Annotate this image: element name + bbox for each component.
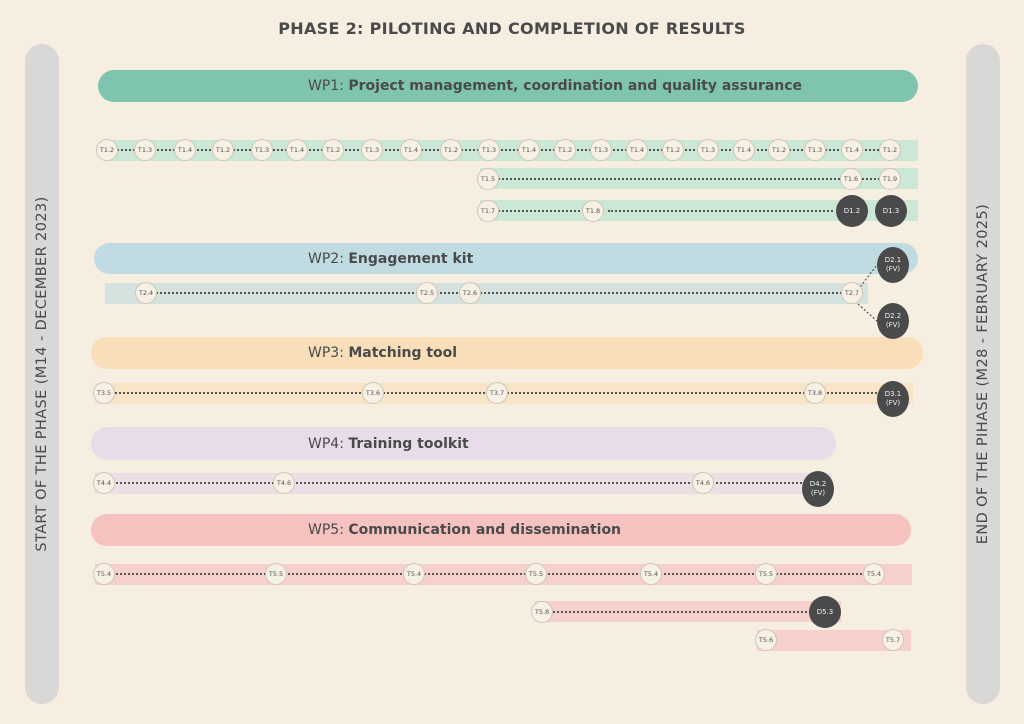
task-node-t1-4: T1.4: [733, 139, 755, 161]
task-node-t1-2: T1.2: [440, 139, 462, 161]
wp5-task-band-3: [757, 630, 911, 651]
task-node-t1-4: T1.4: [518, 139, 540, 161]
task-node-t1-2: T1.2: [322, 139, 344, 161]
task-node-t1-3: T1.3: [134, 139, 156, 161]
wp3-bar: WP3: Matching tool: [91, 337, 923, 369]
wp1-timeline-3b: [608, 210, 833, 212]
task-node-t4-6: T4.6: [273, 472, 295, 494]
task-node-t5-7: T5.7: [882, 629, 904, 651]
task-node-t4-4: T4.4: [93, 472, 115, 494]
deliverable-d4-2: D4.2 (FV): [802, 471, 834, 507]
task-node-t5-4: T5.4: [403, 563, 425, 585]
wp4-label: WP4: Training toolkit: [308, 435, 469, 452]
task-node-t1-2: T1.2: [879, 139, 901, 161]
task-node-t1-3: T1.3: [804, 139, 826, 161]
wp5-timeline-2: [542, 611, 822, 613]
wp5-bar: WP5: Communication and dissemination: [91, 514, 911, 546]
wp5-timeline-1: [104, 573, 874, 575]
task-node-t2-7: T2.7: [841, 282, 863, 304]
task-node-t5-5: T5.5: [525, 563, 547, 585]
wp2-timeline: [148, 292, 850, 294]
task-node-t1-6: T1.6: [840, 168, 862, 190]
wp1-timeline-2: [498, 178, 880, 180]
task-node-t1-4: T1.4: [286, 139, 308, 161]
task-node-t5-6: T5.6: [755, 629, 777, 651]
deliverable-d2-1: D2.1 (FV): [877, 247, 909, 283]
task-node-t4-6: T4.6: [692, 472, 714, 494]
wp4-timeline: [104, 482, 814, 484]
task-node-t3-8: T3.8: [804, 382, 826, 404]
task-node-t1-3: T1.3: [478, 139, 500, 161]
task-node-t5-8: T5.8: [531, 601, 553, 623]
task-node-t1-2: T1.2: [212, 139, 234, 161]
wp1-timeline-1: [110, 149, 890, 151]
task-node-t3-6: T3.6: [362, 382, 384, 404]
task-node-t2-5: T2.5: [416, 282, 438, 304]
task-node-t1-5: T1.5: [477, 168, 499, 190]
task-node-t3-7: T3.7: [486, 382, 508, 404]
task-node-t1-4: T1.4: [626, 139, 648, 161]
task-node-t1-2: T1.2: [662, 139, 684, 161]
task-node-t1-2: T1.2: [96, 139, 118, 161]
task-node-t1-9: T1.9: [879, 168, 901, 190]
task-node-t2-4: T2.4: [135, 282, 157, 304]
task-node-t1-3: T1.3: [697, 139, 719, 161]
wp1-label: WP1: Project management, coordination an…: [308, 78, 803, 94]
task-node-t1-3: T1.3: [590, 139, 612, 161]
task-node-t1-2: T1.2: [768, 139, 790, 161]
wp5-label: WP5: Communication and dissemination: [308, 522, 622, 538]
wp2-bar: WP2: Engagement kit: [94, 243, 918, 274]
deliverable-d2-2: D2.2 (FV): [877, 303, 909, 339]
deliverable-d5-3: D5.3: [809, 596, 841, 628]
wp4-bar: WP4: Training toolkit: [91, 427, 836, 460]
task-node-t5-5: T5.5: [265, 563, 287, 585]
task-node-t1-8: T1.8: [582, 200, 604, 222]
task-node-t1-7: T1.7: [477, 200, 499, 222]
task-node-t1-4: T1.4: [174, 139, 196, 161]
task-node-t1-3: T1.3: [251, 139, 273, 161]
wp1-timeline-3a: [498, 210, 588, 212]
page-title: PHASE 2: PILOTING AND COMPLETION OF RESU…: [278, 19, 746, 38]
wp2-label: WP2: Engagement kit: [308, 250, 474, 267]
wp1-bar: WP1: Project management, coordination an…: [98, 70, 918, 102]
deliverable-d3-1: D3.1 (FV): [877, 381, 909, 417]
phase-start-bar: START OF THE PHASE (M14 - DECEMBER 2023): [25, 44, 59, 704]
deliverable-d1-3: D1.3: [875, 195, 907, 227]
phase-end-bar: END OF THE PIHASE (M28 - FEBRUARY 2025): [966, 44, 1000, 704]
task-node-t1-3: T1.3: [361, 139, 383, 161]
deliverable-d1-2: D1.2: [836, 195, 868, 227]
task-node-t5-4: T5.4: [93, 563, 115, 585]
task-node-t2-6: T2.6: [459, 282, 481, 304]
task-node-t1-2: T1.2: [554, 139, 576, 161]
task-node-t5-4: T5.4: [863, 563, 885, 585]
task-node-t1-4: T1.4: [400, 139, 422, 161]
task-node-t5-5: T5.5: [755, 563, 777, 585]
task-node-t5-4: T5.4: [640, 563, 662, 585]
wp3-label: WP3: Matching tool: [308, 345, 458, 361]
task-node-t1-4: T1.4: [841, 139, 863, 161]
task-node-t3-5: T3.5: [93, 382, 115, 404]
